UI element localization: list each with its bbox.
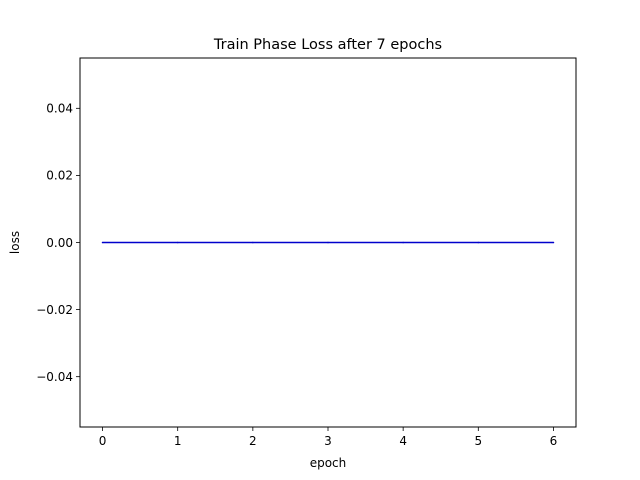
x-tick-label: 5 xyxy=(474,434,482,448)
data-point xyxy=(552,241,555,244)
x-axis: 0 1 2 3 4 5 6 xyxy=(99,427,558,448)
x-tick-label: 4 xyxy=(399,434,407,448)
x-axis-label: epoch xyxy=(310,456,347,470)
x-tick-label: 1 xyxy=(174,434,182,448)
x-tick-label: 6 xyxy=(550,434,558,448)
y-tick-label: −0.04 xyxy=(36,370,73,384)
data-point xyxy=(327,241,329,244)
y-tick-label: −0.02 xyxy=(36,303,73,317)
y-tick-label: 0.02 xyxy=(46,169,73,183)
y-tick-label: 0.04 xyxy=(46,102,73,116)
data-point xyxy=(101,241,104,244)
plot-series xyxy=(101,241,555,244)
chart-title: Train Phase Loss after 7 epochs xyxy=(213,37,442,53)
data-point xyxy=(477,241,480,244)
data-point xyxy=(252,241,254,244)
x-tick-label: 2 xyxy=(249,434,257,448)
y-axis: −0.04 −0.02 0.00 0.02 0.04 xyxy=(36,102,80,384)
y-axis-label: loss xyxy=(8,231,22,254)
plot-frame xyxy=(79,57,577,428)
data-point xyxy=(176,241,179,244)
y-tick-label: 0.00 xyxy=(46,236,73,250)
data-point xyxy=(402,241,404,244)
x-tick-label: 0 xyxy=(99,434,107,448)
x-tick-label: 3 xyxy=(324,434,332,448)
